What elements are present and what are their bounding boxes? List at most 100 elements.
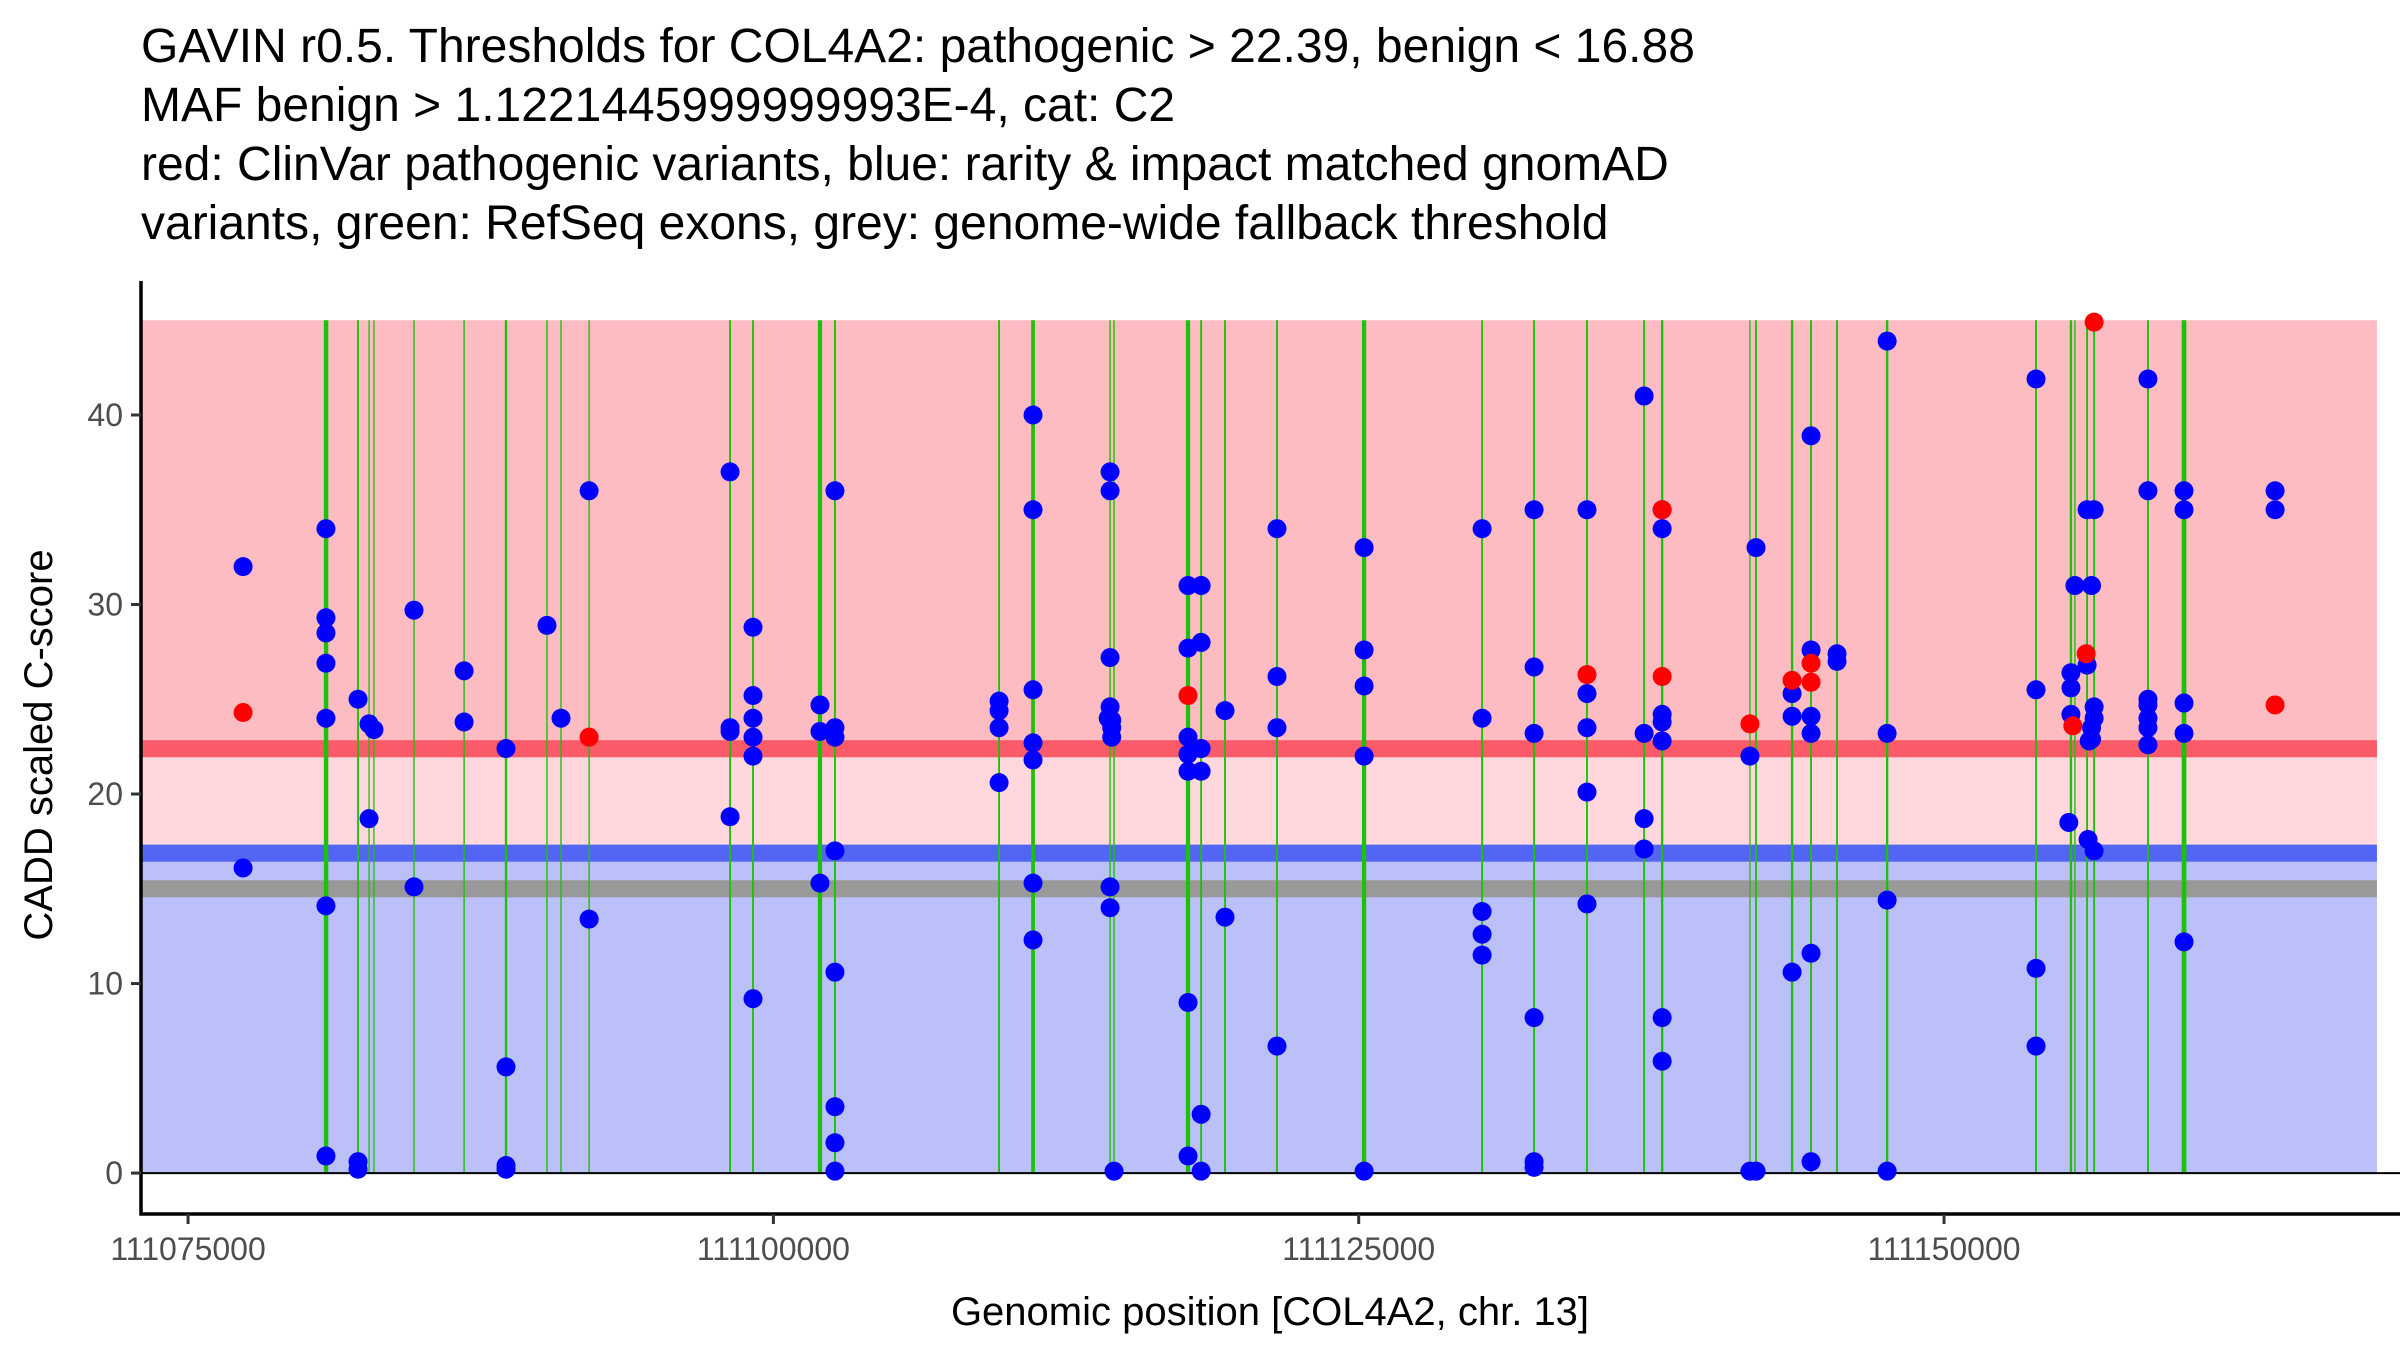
exon-line — [1790, 320, 1794, 1174]
gnomad-point — [825, 1133, 845, 1153]
gnomad-point — [1191, 1161, 1211, 1181]
gnomad-point — [348, 689, 368, 709]
clinvar-point — [2084, 312, 2104, 332]
gnomad-point — [1524, 500, 1544, 520]
gnomad-point — [810, 695, 830, 715]
y-tick-label: 30 — [87, 587, 123, 623]
exon-line — [463, 320, 465, 1174]
exon-line — [560, 320, 562, 1174]
title-line-3: red: ClinVar pathogenic variants, blue: … — [141, 138, 1669, 191]
clinvar-point — [2063, 716, 2083, 736]
gnomad-point — [2138, 695, 2158, 715]
exon-line — [1810, 320, 1812, 1174]
benign-threshold-line — [142, 844, 2377, 862]
gnomad-point — [1178, 727, 1198, 747]
gnomad-point — [2059, 812, 2079, 832]
gnomad-point — [989, 773, 1009, 793]
gnomad-point — [2061, 678, 2081, 698]
gnomad-point — [2084, 500, 2104, 520]
gnomad-point — [1215, 907, 1235, 927]
exon-line — [1276, 320, 1278, 1174]
gnomad-point — [1801, 706, 1821, 726]
clinvar-point — [233, 703, 253, 723]
x-axis-title: Genomic position [COL4A2, chr. 13] — [951, 1290, 1589, 1334]
gnomad-point — [1023, 733, 1043, 753]
gnomad-point — [1472, 519, 1492, 539]
exon-line — [546, 320, 548, 1174]
gnomad-point — [810, 873, 830, 893]
exon-line — [373, 320, 375, 1174]
gnomad-point — [316, 708, 336, 728]
gnomad-point — [1746, 538, 1766, 558]
gnomad-point — [743, 617, 763, 637]
gnomad-point — [1354, 640, 1374, 660]
gnomad-point — [316, 608, 336, 628]
gnomad-point — [1178, 1146, 1198, 1166]
gnomad-point — [1023, 873, 1043, 893]
gnomad-point — [825, 1161, 845, 1181]
gnomad-point — [1652, 1051, 1672, 1071]
gnomad-point — [1267, 718, 1287, 738]
clinvar-point — [1178, 685, 1198, 705]
gnomad-point — [1354, 746, 1374, 766]
gnomad-point — [2138, 481, 2158, 501]
clinvar-point — [2265, 695, 2285, 715]
exon-line — [1481, 320, 1484, 1174]
intermediate-region — [142, 748, 2377, 854]
gnomad-point — [551, 708, 571, 728]
gnomad-point — [1023, 405, 1043, 425]
axes — [139, 281, 2400, 1216]
exon-line — [2069, 320, 2073, 1174]
gnomad-point — [1652, 731, 1672, 751]
gnomad-point — [1827, 651, 1847, 671]
gnomad-point — [1023, 930, 1043, 950]
gnomad-point — [316, 1146, 336, 1166]
exon-line — [1836, 320, 1838, 1174]
gnomad-point — [720, 462, 740, 482]
exon-line — [2035, 320, 2037, 1174]
gnomad-point — [825, 727, 845, 747]
gnomad-point — [1801, 1152, 1821, 1172]
exon-line — [413, 320, 415, 1174]
gnomad-point — [233, 557, 253, 577]
gnomad-point — [316, 653, 336, 673]
gnomad-point — [2079, 731, 2099, 751]
gnomad-point — [316, 896, 336, 916]
exon-line — [1885, 320, 1889, 1174]
y-tick-label: 40 — [87, 397, 123, 433]
gnomad-point — [720, 721, 740, 741]
gnomad-point — [2174, 693, 2194, 713]
clinvar-point — [1740, 714, 1760, 734]
title-line-2: MAF benign > 1.1221445999999993E-4, cat:… — [141, 79, 1175, 132]
gnomad-point — [1100, 877, 1120, 897]
gnomad-point — [1354, 538, 1374, 558]
gnomad-point — [2026, 958, 2046, 978]
gnomad-point — [1746, 1161, 1766, 1181]
gnomad-point — [1877, 331, 1897, 351]
gnomad-point — [1023, 500, 1043, 520]
gnomad-point — [1472, 708, 1492, 728]
gnomad-point — [404, 877, 424, 897]
gnomad-point — [2174, 932, 2194, 952]
gnomad-point — [496, 739, 516, 759]
x-axis-ticks: 111075000 111100000 111125000 111150000 — [110, 1214, 2021, 1267]
gnomad-point — [1577, 500, 1597, 520]
gnomad-point — [1877, 723, 1897, 743]
gnomad-point — [1801, 943, 1821, 963]
x-tick-label: 111150000 — [1868, 1231, 2021, 1267]
gnomad-point — [316, 519, 336, 539]
gnomad-point — [1524, 723, 1544, 743]
gnomad-point — [2082, 576, 2102, 596]
gnomad-point — [2061, 663, 2081, 683]
gnomad-point — [1178, 761, 1198, 781]
gnomad-point — [364, 720, 384, 740]
clinvar-point — [1801, 672, 1821, 692]
exon-line — [998, 320, 1001, 1174]
gnomad-point — [2138, 735, 2158, 755]
gnomad-point — [743, 727, 763, 747]
gnomad-point — [1100, 462, 1120, 482]
gnomad-point — [1524, 1157, 1544, 1177]
gnomad-point — [1215, 701, 1235, 721]
y-tick-label: 20 — [87, 776, 123, 812]
